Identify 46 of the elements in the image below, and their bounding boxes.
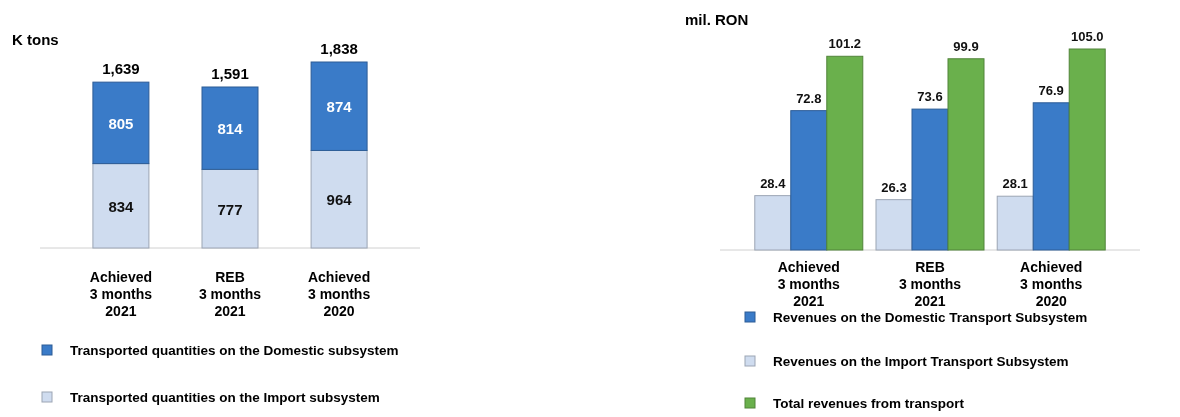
bar [201, 168, 259, 249]
legend-label: Transported quantities on the Domestic subsystem [70, 343, 399, 358]
bar [947, 58, 985, 251]
bar [911, 108, 949, 251]
bar [790, 110, 828, 251]
legend-label: Revenues on the Domestic Transport Subsystem [773, 310, 1088, 325]
x-tick-label: REB 3 months 2021 [198, 269, 262, 319]
data-label: 76.9 [1038, 82, 1064, 98]
legend-label: Transported quantities on the Import subsystem [70, 390, 380, 405]
bar [1032, 102, 1070, 251]
y-axis-title: K tons [12, 31, 59, 48]
data-label: 28.4 [760, 175, 787, 191]
x-tick-label: Achieved 3 months 2021 [89, 269, 153, 319]
data-label: 72.8 [796, 90, 822, 106]
bar [310, 149, 368, 249]
bar [875, 199, 913, 251]
total-label: 1,639 [102, 60, 140, 78]
bar [826, 55, 864, 251]
data-label: 874 [326, 98, 353, 116]
data-label: 28.1 [1002, 176, 1028, 192]
x-tick-label: Achieved 3 months 2020 [307, 269, 371, 319]
data-label: 834 [108, 197, 135, 215]
data-label: 777 [217, 200, 243, 218]
bar [201, 86, 259, 170]
total-label: 1,591 [211, 65, 249, 82]
data-label: 73.6 [917, 89, 943, 105]
legend-label: Total revenues from transport [773, 396, 965, 411]
y-axis-title: mil. RON [685, 11, 749, 28]
data-label: 964 [326, 191, 353, 209]
total-label: 1,838 [320, 40, 358, 57]
bar [1068, 48, 1106, 251]
data-label: 105.0 [1070, 29, 1104, 44]
data-label: 101.2 [828, 36, 862, 52]
bar [996, 195, 1034, 251]
x-tick-label: Achieved 3 months 2021 [777, 259, 841, 309]
bar [92, 81, 150, 165]
bar [310, 61, 368, 151]
data-label: 26.3 [881, 179, 907, 195]
legend-label: Revenues on the Import Transport Subsystem [773, 354, 1069, 369]
data-label: 99.9 [953, 38, 979, 54]
x-tick-label: REB 3 months 2021 [898, 259, 962, 309]
data-label: 805 [108, 114, 134, 132]
bar [754, 195, 792, 251]
x-tick-label: Achieved 3 months 2020 [1020, 259, 1083, 309]
data-label: 814 [217, 120, 244, 138]
bar [92, 163, 150, 249]
